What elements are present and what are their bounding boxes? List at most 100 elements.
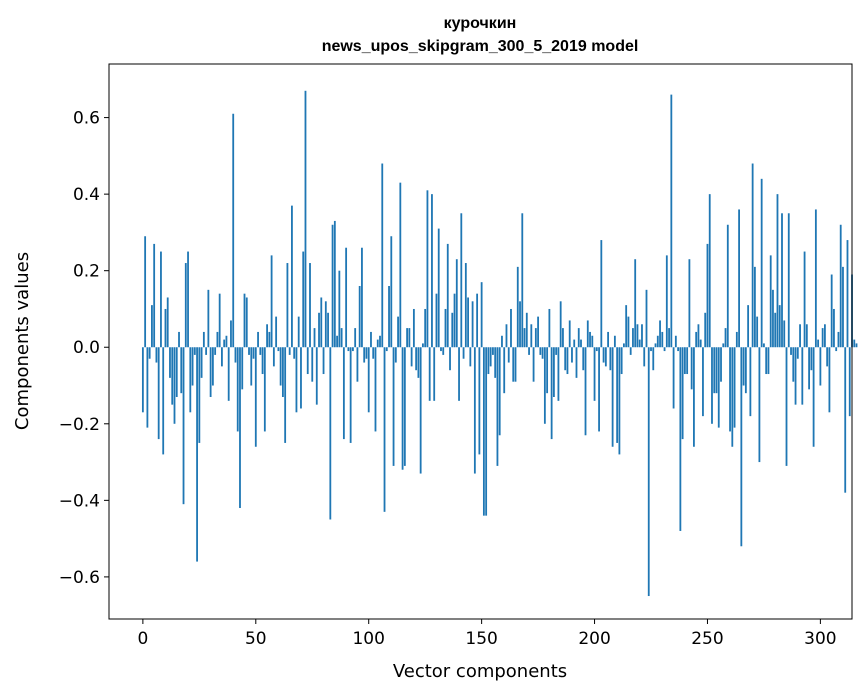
bar-13 [171,347,174,405]
bar-122 [417,347,420,378]
bar-275 [763,343,765,348]
bar-35 [221,347,223,367]
bar-83 [329,347,332,520]
bar-178 [543,347,546,424]
bar-34 [218,293,221,348]
bar-264 [738,209,740,348]
bar-316 [855,343,858,348]
bar-3 [148,347,151,359]
bar-190 [571,347,573,363]
bar-24 [196,347,198,562]
x-tick-label-0: 0 [137,629,148,649]
bar-296 [810,347,813,371]
bar-151 [482,347,485,516]
bar-311 [844,347,847,493]
bar-157 [496,347,499,466]
bar-175 [537,316,539,348]
bar-68 [295,347,298,413]
bar-171 [528,347,530,355]
bar-96 [358,286,361,348]
bar-166 [516,266,519,348]
bar-255 [717,347,720,428]
bar-99 [365,347,368,359]
bar-221 [641,324,643,348]
bar-145 [469,347,472,367]
chart-title-line-1: курочкин [444,15,517,32]
bar-14 [173,347,176,424]
bar-127 [428,347,431,401]
bar-69 [297,316,300,348]
bar-187 [564,347,567,371]
bar-142 [462,347,465,359]
bar-100 [367,347,370,413]
bar-246 [697,324,700,348]
bar-140 [458,347,460,401]
bar-28 [205,347,208,355]
bar-209 [613,335,616,348]
bar-236 [674,335,677,348]
bar-5 [153,243,156,348]
bar-181 [550,347,553,440]
bar-218 [634,259,637,348]
bar-79 [320,297,323,348]
bar-308 [837,331,840,348]
bar-82 [327,312,329,348]
bar-91 [347,347,350,352]
bar-193 [577,328,580,348]
bar-44 [241,347,244,390]
bar-125 [424,308,427,348]
bar-183 [555,347,558,355]
bar-48 [250,347,253,386]
bar-39 [230,320,232,348]
bar-143 [464,263,467,348]
bar-111 [392,347,395,466]
bar-234 [670,94,673,348]
bar-66 [291,205,293,348]
plot-area-frame [108,63,853,620]
bar-119 [410,347,413,367]
bar-267 [744,347,747,394]
y-axis-ticks: −0.6 −0.4 −0.2 0.0 0.2 0.4 0.6 [59,109,109,588]
bar-245 [695,331,698,348]
y-tick-label-3: 0.0 [73,338,100,358]
bar-160 [503,347,506,394]
bar-138 [453,293,456,348]
bar-217 [632,328,634,348]
bar-64 [286,263,289,348]
bar-4 [151,305,153,348]
bar-198 [589,331,591,348]
y-tick-label-4: 0.2 [73,262,100,282]
bar-58 [272,347,275,367]
bar-30 [209,347,212,397]
y-tick-label-0: −0.6 [59,568,100,588]
bar-271 [753,266,756,348]
bar-186 [562,328,564,348]
bar-290 [796,347,799,359]
bar-78 [318,312,320,348]
bar-305 [830,274,833,348]
bar-113 [397,316,399,348]
bar-219 [636,324,639,348]
bar-297 [812,347,815,447]
bar-84 [331,224,334,348]
bar-133 [442,347,445,355]
bar-77 [315,347,318,405]
bar-150 [480,282,483,348]
bar-196 [584,347,587,436]
bar-63 [284,347,287,443]
x-axis-ticks: 0 50 100 150 200 250 300 [137,619,837,649]
bar-114 [399,182,402,348]
bar-280 [774,312,777,348]
bar-265 [740,347,743,547]
bar-49 [252,347,255,359]
bar-211 [618,347,621,455]
bar-191 [573,339,576,348]
x-tick-label-3: 150 [465,629,497,649]
x-tick-label-4: 200 [578,629,610,649]
bar-105 [379,335,381,348]
bar-232 [665,255,668,348]
bar-200 [593,347,596,401]
bar-203 [600,240,603,348]
bar-9 [162,347,165,455]
bar-167 [519,301,521,348]
